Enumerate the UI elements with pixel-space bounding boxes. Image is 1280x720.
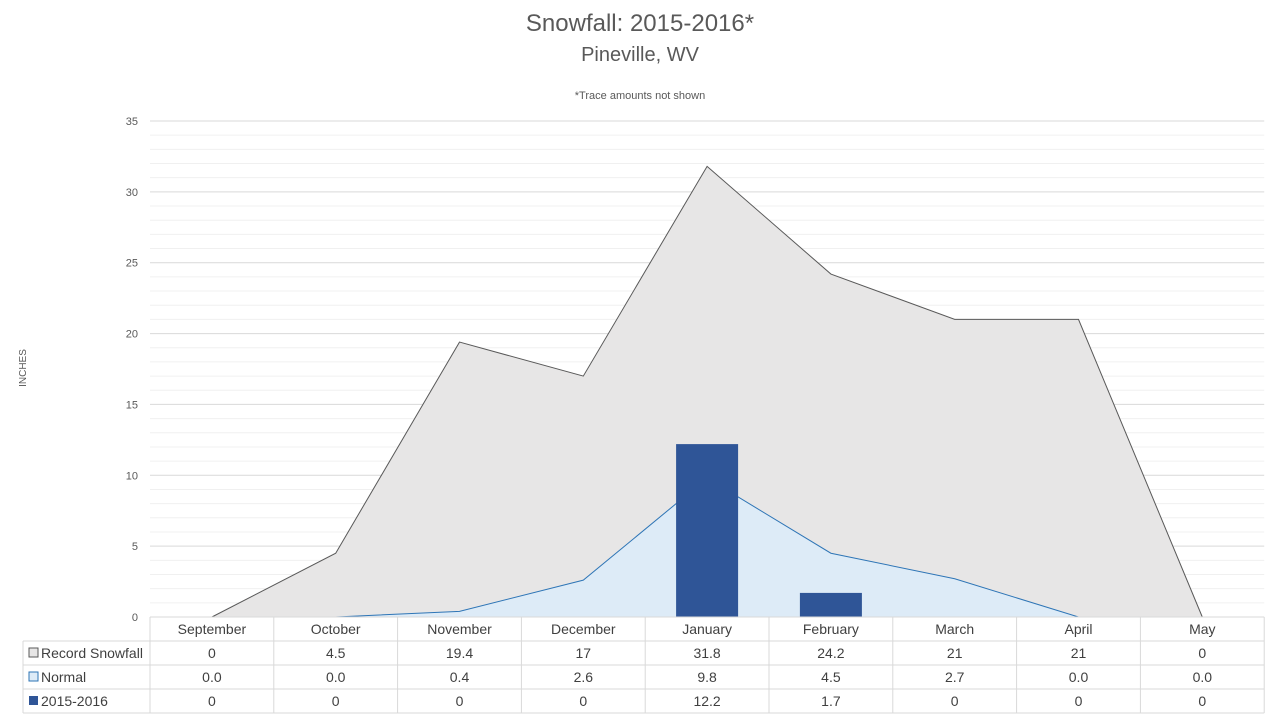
data-label: 4.5 xyxy=(326,645,346,661)
legend-key xyxy=(29,696,38,705)
data-label: 24.2 xyxy=(817,645,844,661)
data-label: 31.8 xyxy=(693,645,720,661)
x-tick-label: February xyxy=(803,621,859,637)
y-tick-label: 15 xyxy=(126,399,138,411)
data-label: 12.2 xyxy=(693,693,720,709)
y-axis-ticks: 0 5 10 15 20 25 30 35 xyxy=(126,116,138,624)
chart-title: Snowfall: 2015-2016* xyxy=(525,10,755,37)
chart-subtitle: Pineville, WV xyxy=(581,44,699,66)
data-label: 0 xyxy=(332,693,340,709)
data-label: 21 xyxy=(1071,645,1087,661)
data-label: 0 xyxy=(208,645,216,661)
data-label: 0.0 xyxy=(202,669,222,685)
x-tick-label: November xyxy=(427,621,492,637)
x-tick-label: September xyxy=(178,621,247,637)
bar-january xyxy=(676,444,739,617)
area-record-snowfall xyxy=(211,166,1203,617)
data-label: 2.6 xyxy=(574,669,594,685)
y-tick-label: 5 xyxy=(132,541,138,553)
data-label: 4.5 xyxy=(821,669,841,685)
legend-entry: Normal xyxy=(41,669,86,685)
data-label: 0 xyxy=(456,693,464,709)
data-label: 9.8 xyxy=(697,669,717,685)
x-tick-label: March xyxy=(935,621,974,637)
data-label: 0 xyxy=(951,693,959,709)
data-label: 21 xyxy=(947,645,963,661)
chart-note: *Trace amounts not shown xyxy=(574,90,706,102)
data-label: 0 xyxy=(1198,693,1206,709)
legend-entry: Record Snowfall xyxy=(41,645,143,661)
legend-entry: 2015-2016 xyxy=(41,693,108,709)
data-label: 0.0 xyxy=(1193,669,1213,685)
data-label: 1.7 xyxy=(821,693,841,709)
y-tick-label: 30 xyxy=(126,187,138,199)
y-tick-label: 10 xyxy=(126,470,138,482)
legend-key xyxy=(28,647,39,658)
bar-february xyxy=(799,592,862,617)
data-label: 0.0 xyxy=(326,669,346,685)
x-tick-label: October xyxy=(311,621,361,637)
x-tick-label: April xyxy=(1064,621,1092,637)
y-tick-label: 25 xyxy=(126,258,138,270)
data-label: 0 xyxy=(579,693,587,709)
data-table: September October November December January F… xyxy=(22,616,1265,714)
y-tick-label: 0 xyxy=(132,612,138,624)
x-tick-label: January xyxy=(682,621,732,637)
data-label: 0.4 xyxy=(450,669,470,685)
data-label: 0.0 xyxy=(1069,669,1089,685)
line-record-snowfall xyxy=(211,165,1203,618)
data-label: 0 xyxy=(208,693,216,709)
data-label: 17 xyxy=(576,645,592,661)
x-tick-label: December xyxy=(551,621,616,637)
data-label: 0 xyxy=(1198,645,1206,661)
data-label: 19.4 xyxy=(446,645,473,661)
data-label: 0 xyxy=(1075,693,1083,709)
y-tick-label: 35 xyxy=(126,116,138,128)
legend-key xyxy=(28,671,39,682)
series-layer xyxy=(211,165,1203,618)
x-tick-label: May xyxy=(1189,621,1215,637)
y-tick-label: 20 xyxy=(126,329,138,341)
data-label: 2.7 xyxy=(945,669,965,685)
